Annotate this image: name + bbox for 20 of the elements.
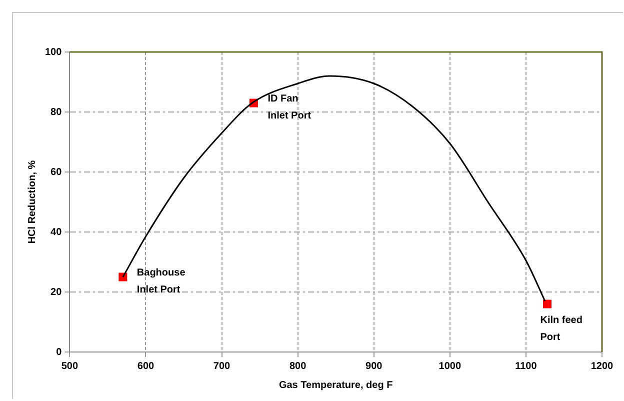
y-tick-label: 0	[56, 346, 62, 358]
annotation: ID Fan Inlet Port	[268, 93, 312, 122]
point	[543, 300, 552, 308]
x-tick-label: 1000	[438, 360, 462, 372]
x-tick-label: 600	[137, 360, 155, 372]
x-tick-label: 1100	[515, 360, 538, 372]
x-tick-label: 900	[366, 360, 383, 372]
y-tick-label: 40	[50, 226, 62, 238]
y-axis-title: HCl Reduction, %	[26, 160, 38, 244]
x-tick-label: 700	[213, 360, 231, 372]
y-tick-label: 60	[50, 166, 62, 178]
x-tick-label: 1200	[590, 360, 614, 372]
x-tick-label: 800	[289, 360, 307, 372]
x-axis-title: Gas Temperature, deg F	[278, 380, 393, 391]
y-tick-label: 80	[50, 106, 62, 118]
annotation: Baghouse Inlet Port	[136, 267, 186, 296]
y-tick-label: 100	[44, 46, 62, 58]
annotation: Kiln feed Port	[540, 314, 582, 343]
y-tick-label: 20	[50, 286, 62, 298]
x-tick-label: 500	[61, 360, 78, 372]
